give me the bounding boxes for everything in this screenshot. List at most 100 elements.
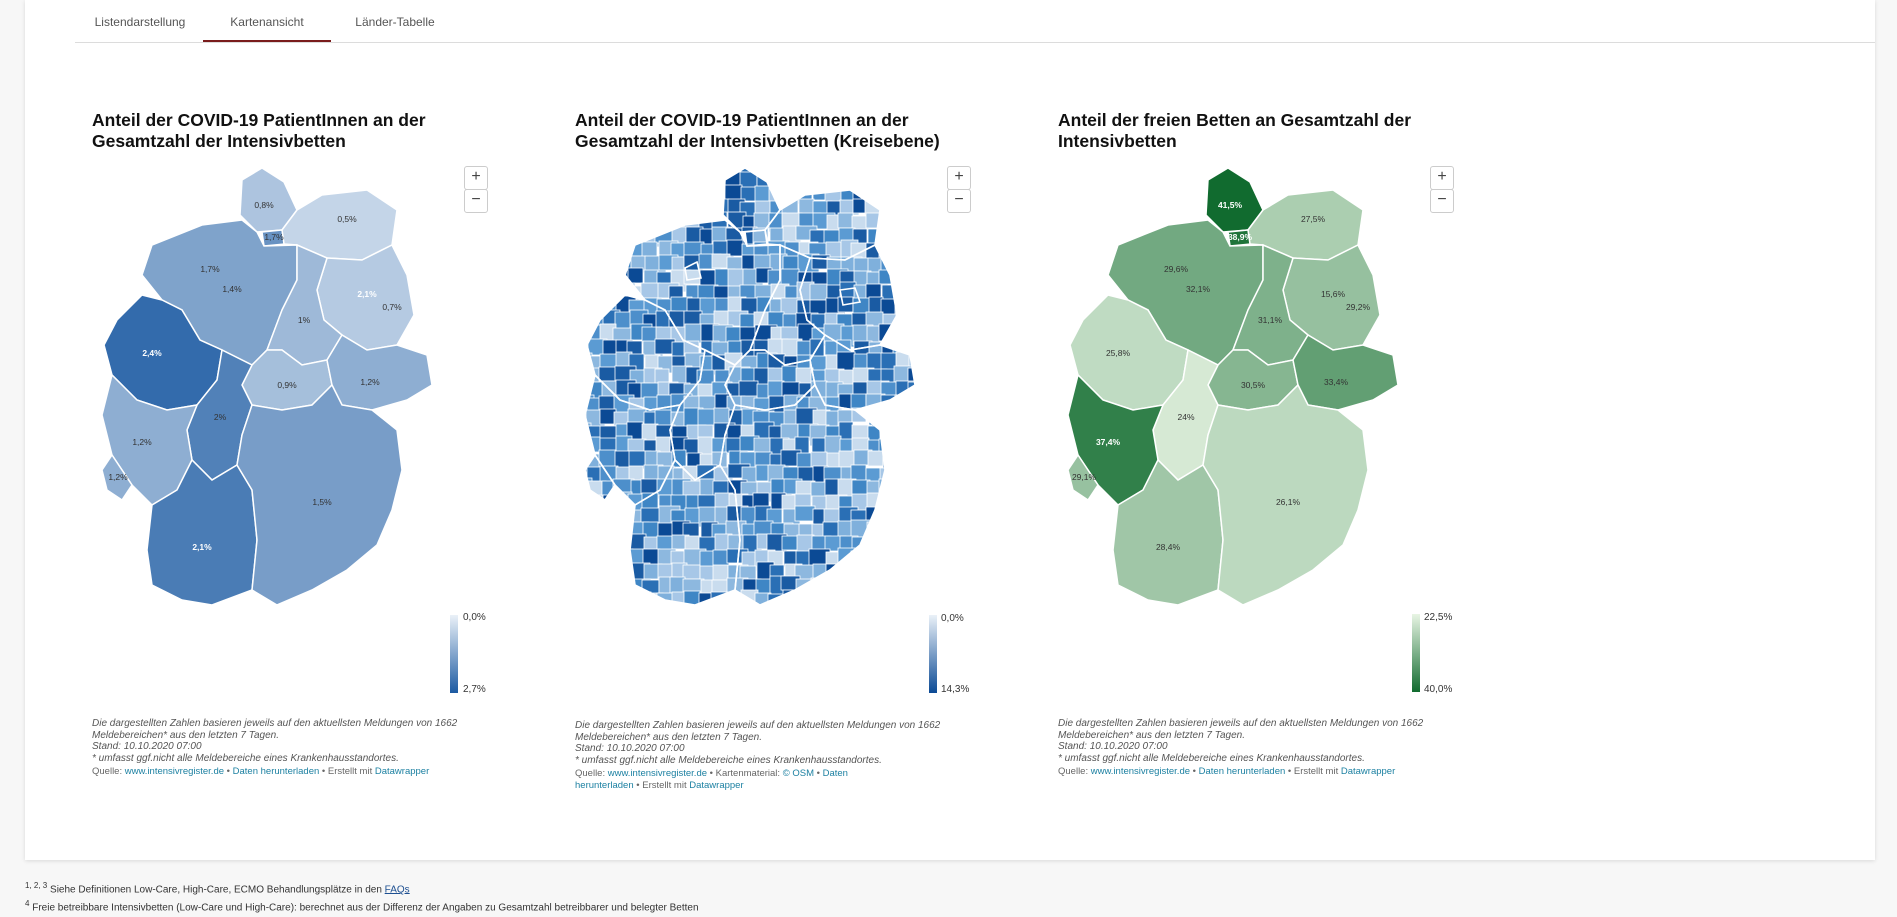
district-cell[interactable]: [837, 160, 861, 177]
district-cell[interactable]: [587, 212, 603, 231]
district-cell[interactable]: [868, 564, 887, 586]
district-cell[interactable]: [796, 172, 816, 188]
district-cell[interactable]: [615, 183, 634, 202]
download-data-link[interactable]: Daten herunterladen: [232, 766, 320, 777]
district-cell[interactable]: [811, 169, 829, 191]
district-cell[interactable]: [575, 547, 594, 566]
district-cell[interactable]: [598, 508, 616, 528]
district-cell[interactable]: [781, 535, 800, 551]
district-cell[interactable]: [629, 173, 650, 191]
district-cell[interactable]: [881, 160, 899, 182]
district-cell[interactable]: [575, 607, 590, 622]
district-cell[interactable]: [615, 212, 638, 232]
district-cell[interactable]: [575, 240, 594, 257]
district-cell[interactable]: [575, 522, 587, 544]
district-cell[interactable]: [616, 607, 633, 628]
district-cell[interactable]: [839, 591, 859, 610]
district-cell[interactable]: [867, 534, 885, 558]
district-cell[interactable]: [753, 606, 768, 626]
district-cell[interactable]: [878, 323, 901, 342]
district-cell[interactable]: [627, 213, 650, 235]
district-cell[interactable]: [602, 226, 619, 250]
district-cell[interactable]: [880, 536, 898, 556]
district-cell[interactable]: [642, 186, 664, 210]
district-cell[interactable]: [602, 494, 619, 517]
district-cell[interactable]: [810, 380, 828, 399]
zoom-out-button[interactable]: −: [464, 189, 488, 213]
district-cell[interactable]: [575, 228, 592, 249]
district-cell[interactable]: [881, 549, 904, 567]
district-cell[interactable]: [614, 226, 633, 243]
district-cell[interactable]: [598, 562, 615, 585]
district-cell[interactable]: [629, 185, 651, 207]
district-cell[interactable]: [656, 171, 677, 191]
zoom-in-button[interactable]: +: [464, 166, 488, 190]
district-cell[interactable]: [683, 198, 705, 217]
zoom-in-button[interactable]: +: [947, 166, 971, 190]
district-cell[interactable]: [894, 228, 912, 252]
district-cell[interactable]: [808, 593, 827, 615]
district-cell[interactable]: [910, 494, 929, 517]
district-cell[interactable]: [908, 341, 926, 359]
district-cell[interactable]: [893, 160, 909, 176]
district-cell[interactable]: [839, 564, 855, 585]
district-cell[interactable]: [601, 199, 619, 221]
district-cell[interactable]: [602, 591, 622, 613]
district-cell[interactable]: [906, 466, 922, 485]
district-cell[interactable]: [851, 536, 870, 559]
district-cell[interactable]: [894, 522, 912, 541]
district-cell[interactable]: [575, 493, 593, 515]
district-cell[interactable]: [865, 160, 882, 178]
district-cell[interactable]: [893, 173, 910, 195]
district-cell[interactable]: [909, 509, 927, 526]
district-cell[interactable]: [866, 521, 884, 545]
district-cell[interactable]: [575, 199, 590, 217]
zoom-in-button[interactable]: +: [1430, 166, 1454, 190]
district-cell[interactable]: [598, 534, 621, 556]
district-cell[interactable]: [907, 381, 927, 401]
tab-kartenansicht[interactable]: Kartenansicht: [203, 0, 331, 42]
district-cell[interactable]: [700, 604, 720, 624]
district-cell[interactable]: [895, 187, 918, 204]
district-cell[interactable]: [910, 186, 926, 205]
district-cell[interactable]: [738, 380, 759, 399]
district-cell[interactable]: [879, 408, 899, 426]
datawrapper-link[interactable]: Datawrapper: [374, 766, 430, 777]
district-cell[interactable]: [698, 170, 721, 189]
osm-link[interactable]: © OSM: [782, 768, 814, 779]
district-cell[interactable]: [906, 563, 923, 585]
district-cell[interactable]: [881, 493, 901, 516]
district-cell[interactable]: [575, 563, 591, 581]
district-cell[interactable]: [657, 214, 676, 231]
district-cell[interactable]: [907, 298, 924, 314]
district-cell[interactable]: [879, 424, 900, 446]
district-cell[interactable]: [575, 592, 590, 608]
district-cell[interactable]: [910, 214, 927, 231]
district-cell[interactable]: [823, 590, 847, 612]
district-cell[interactable]: [907, 397, 929, 415]
district-cell[interactable]: [794, 505, 816, 522]
district-cell[interactable]: [896, 607, 915, 625]
district-cell[interactable]: [895, 311, 917, 327]
district-cell[interactable]: [575, 160, 594, 178]
district-cell[interactable]: [601, 212, 623, 230]
district-cell[interactable]: [683, 171, 703, 194]
faq-link[interactable]: FAQs: [384, 884, 410, 896]
district-cell[interactable]: [643, 172, 660, 189]
district-cell[interactable]: [616, 577, 635, 599]
district-cell[interactable]: [697, 185, 720, 205]
district-cell[interactable]: [585, 548, 606, 570]
district-cell[interactable]: [588, 284, 609, 301]
district-cell[interactable]: [867, 450, 884, 467]
district-cell[interactable]: [881, 229, 899, 250]
district-cell[interactable]: [809, 160, 828, 179]
district-cell[interactable]: [810, 577, 829, 597]
district-cell[interactable]: [614, 533, 631, 552]
district-cell[interactable]: [613, 269, 631, 291]
district-cell[interactable]: [643, 160, 663, 181]
district-cell[interactable]: [880, 592, 904, 613]
district-cell[interactable]: [585, 589, 602, 605]
district-cell[interactable]: [782, 603, 805, 623]
district-cell[interactable]: [671, 160, 689, 178]
district-cell[interactable]: [907, 522, 929, 545]
